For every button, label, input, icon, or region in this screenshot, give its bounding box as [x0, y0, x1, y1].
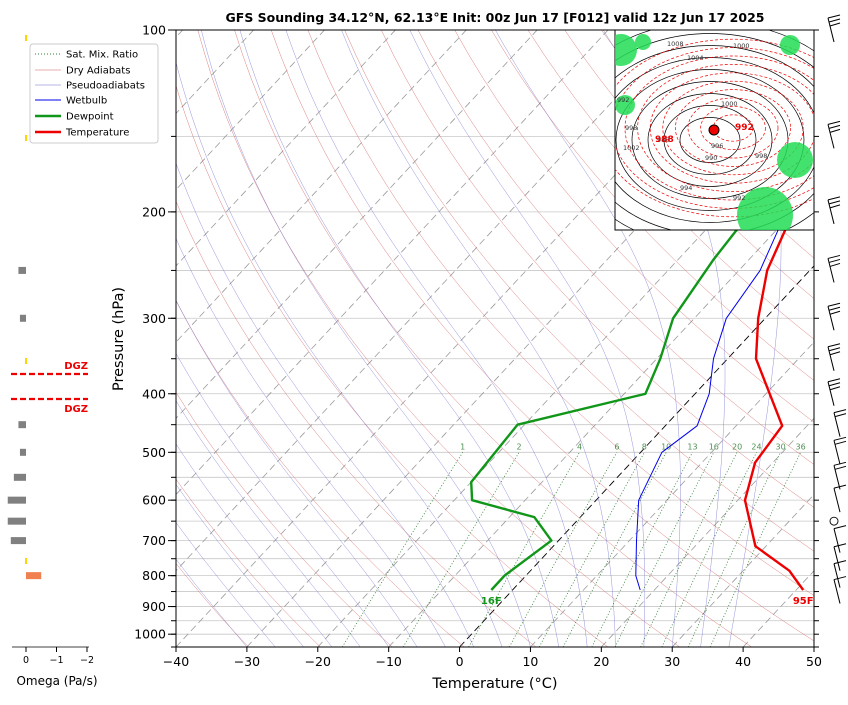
y-tick-label: 100 [142, 23, 166, 38]
omega-bar [26, 572, 41, 579]
map-pressure-center-label: 988 [655, 135, 674, 145]
x-tick-label: −40 [163, 654, 189, 669]
x-tick-label: 10 [522, 654, 538, 669]
omega-small-marker [25, 135, 27, 141]
legend-label-wetbulb: Wetbulb [66, 96, 107, 107]
mixing-ratio-label: 36 [795, 442, 805, 451]
mixing-ratio-label: 4 [577, 442, 582, 451]
mixing-ratio-label: 16 [709, 442, 719, 451]
map-contour-label: 998 [755, 152, 767, 160]
map-contour-label: 1002 [623, 144, 640, 152]
x-tick-label: −10 [375, 654, 401, 669]
omega-bar [18, 421, 26, 428]
surface-temperature-label: 95F [793, 596, 814, 607]
dgz-label: DGZ [64, 361, 88, 372]
map-contour-label: 992 [733, 194, 745, 202]
map-pressure-center-label: 992 [735, 123, 754, 133]
omega-tick-label: 0 [23, 655, 29, 666]
legend-label-dewpoint: Dewpoint [66, 112, 114, 123]
mixing-ratio-label: 8 [642, 442, 647, 451]
y-axis-label: Pressure (hPa) [111, 287, 127, 391]
omega-tick-label: −2 [80, 655, 94, 666]
x-tick-label: 30 [664, 654, 680, 669]
mixing-ratio-label: 2 [517, 442, 522, 451]
y-tick-label: 400 [142, 386, 166, 401]
legend-label-sat-mix: Sat. Mix. Ratio [66, 50, 138, 61]
map-contour-label: 990 [705, 154, 717, 162]
sounding-location-marker [709, 125, 719, 135]
dgz-label: DGZ [64, 404, 88, 415]
omega-small-marker [25, 558, 27, 564]
mixing-ratio-label: 30 [776, 442, 786, 451]
map-contour-label: 992 [617, 96, 629, 104]
legend-label-pseudoadiabats: Pseudoadiabats [66, 81, 145, 92]
mixing-ratio-label: 1 [460, 442, 465, 451]
omega-bar [20, 315, 26, 322]
omega-bar [14, 474, 26, 481]
chart-title: GFS Sounding 34.12°N, 62.13°E Init: 00z … [226, 10, 765, 25]
map-contour-label: 1000 [733, 42, 750, 50]
y-tick-label: 900 [142, 599, 166, 614]
map-contour-label: 1008 [667, 40, 684, 48]
omega-bar [8, 497, 26, 504]
x-tick-label: −20 [305, 654, 331, 669]
x-tick-label: 50 [806, 654, 822, 669]
x-tick-label: −30 [234, 654, 260, 669]
mixing-ratio-label: 20 [732, 442, 742, 451]
y-tick-label: 700 [142, 533, 166, 548]
precip-area [780, 35, 800, 55]
map-contour-label: 1000 [721, 100, 738, 108]
legend: Sat. Mix. Ratio Dry Adiabats Pseudoadiab… [30, 44, 158, 143]
omega-small-marker [25, 35, 27, 41]
precip-area [777, 142, 813, 178]
legend-label-dry-adiabats: Dry Adiabats [66, 66, 130, 77]
omega-tick-label: −1 [49, 655, 63, 666]
precip-area [635, 34, 651, 50]
mixing-ratio-label: 13 [687, 442, 697, 451]
map-contour-label: 1004 [687, 54, 704, 62]
surface-dewpoint-label: 16F [481, 596, 502, 607]
legend-label-temperature: Temperature [65, 128, 129, 139]
x-axis-label: Temperature (°C) [431, 676, 557, 692]
y-tick-label: 600 [142, 493, 166, 508]
omega-bar [20, 449, 26, 456]
y-tick-label: 800 [142, 568, 166, 583]
mixing-ratio-label: 6 [614, 442, 619, 451]
omega-bar [8, 518, 26, 525]
omega-bar [11, 537, 26, 544]
omega-bar [18, 267, 26, 274]
y-tick-label: 1000 [134, 627, 166, 642]
map-contour-label: 998 [625, 124, 637, 132]
y-tick-label: 300 [142, 311, 166, 326]
x-tick-label: 0 [456, 654, 464, 669]
map-contour-label: 994 [680, 184, 692, 192]
omega-axis-label: Omega (Pa/s) [16, 674, 97, 688]
mixing-ratio-label: 24 [751, 442, 761, 451]
y-tick-label: 500 [142, 445, 166, 460]
omega-small-marker [25, 358, 27, 364]
x-tick-label: 20 [593, 654, 609, 669]
x-tick-label: 40 [735, 654, 751, 669]
map-contour-label: 996 [711, 142, 723, 150]
y-tick-label: 200 [142, 204, 166, 219]
